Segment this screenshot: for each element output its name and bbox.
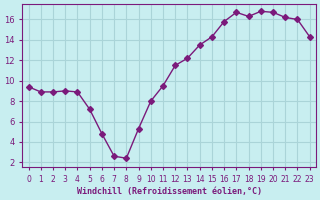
X-axis label: Windchill (Refroidissement éolien,°C): Windchill (Refroidissement éolien,°C) xyxy=(76,187,262,196)
